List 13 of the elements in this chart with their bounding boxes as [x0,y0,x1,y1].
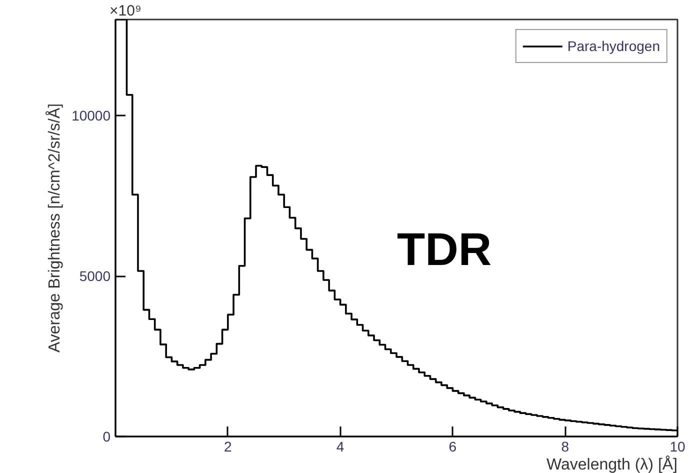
x-tick-label: 2 [224,438,232,454]
y-tick-label: 0 [102,428,111,444]
x-tick-label: 10 [670,438,686,454]
x-tick-label: 8 [561,438,570,454]
x-tick-label: 6 [448,438,457,454]
legend-label: Para-hydrogen [567,38,660,54]
annotation: ×10⁹ [110,2,142,20]
annotation: TDR [397,222,492,275]
y-axis-title: Average Brightness [n/cm^2/sr/s/Å] [46,103,64,353]
y-tick-label: 10000 [72,108,111,124]
y-tick-label: 5000 [79,268,111,284]
x-axis-title: Wavelength (λ) [Å] [546,456,678,473]
x-tick-label: 4 [336,438,344,454]
